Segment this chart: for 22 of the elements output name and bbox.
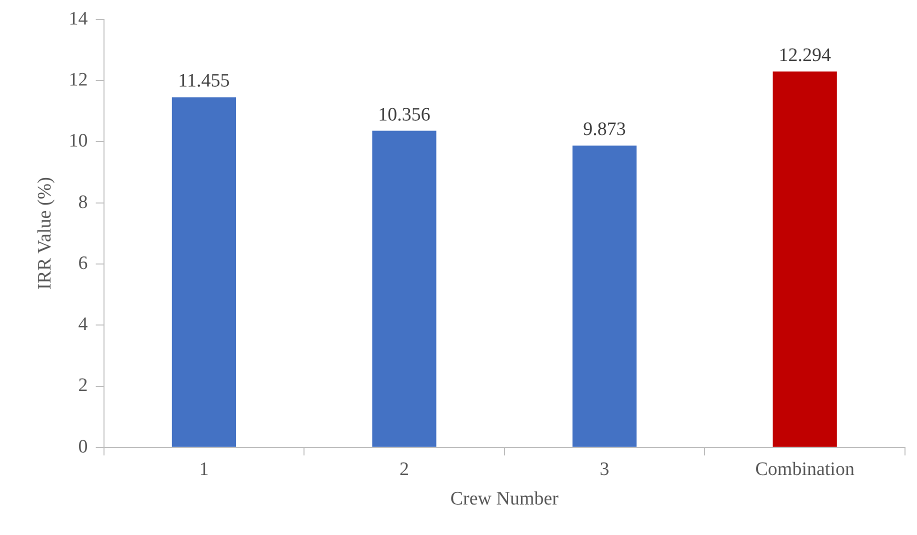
- x-tick-label: Combination: [755, 458, 855, 480]
- data-label: 12.294: [778, 45, 832, 66]
- data-label: 10.356: [378, 104, 430, 126]
- x-tick-label: 1: [199, 458, 209, 480]
- x-axis-title: Crew Number: [450, 488, 560, 510]
- y-tick-label: 12: [68, 70, 88, 91]
- bar: [772, 72, 837, 447]
- y-tick-label: 6: [78, 252, 88, 274]
- x-tick-label: 3: [600, 458, 610, 480]
- bar: [172, 97, 236, 447]
- y-tick-label: 4: [78, 314, 88, 336]
- y-tick-label: 8: [78, 192, 88, 213]
- data-label: 11.455: [178, 70, 230, 92]
- y-tick-label: 2: [78, 375, 88, 396]
- y-tick-label: 10: [68, 130, 88, 152]
- y-tick-label: 0: [78, 436, 88, 458]
- data-label: 9.873: [583, 119, 626, 140]
- bar: [372, 130, 436, 447]
- y-axis-title: IRR Value (%): [34, 177, 56, 290]
- x-tick-label: 2: [400, 458, 409, 480]
- y-tick-label: 14: [68, 8, 88, 30]
- bar: [572, 146, 637, 447]
